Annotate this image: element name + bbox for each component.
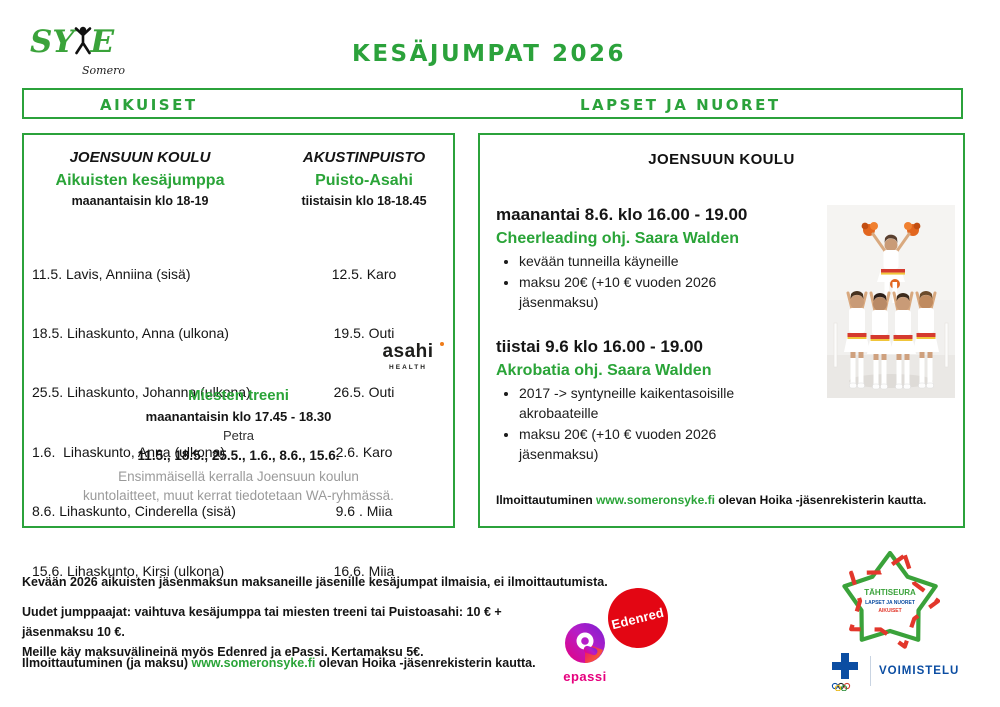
mens-training-dates: 11.5., 18.5., 25.5., 1.6., 8.6., 15.6. [137,448,340,463]
footer-paragraph-2: Uudet jumppaajat: vaihtuva kesäjumppa ta… [22,602,567,662]
kids-panel: JOENSUUN KOULU maanantai 8.6. klo 16.00 … [478,133,965,528]
somero-logo-text: Somero [82,64,125,77]
cheerleading-photo [827,205,955,398]
base-cheerleaders [844,291,939,390]
epassi-logo-text: epassi [563,669,607,684]
mens-note-line1: Ensimmäisellä kerralla Joensuun koulun [118,469,359,484]
mens-training-schedule: maanantaisin klo 17.45 - 18.30 [145,409,332,424]
tahtiseura-subtext-kids: LAPSET JA NUORET [865,600,915,606]
mens-training-title: Miesten treeni [188,387,289,404]
session-row: 25.5. Lihaskunto, Johanna (ulkona) [32,384,251,401]
adults-panel: JOENSUUN KOULU Aikuisten kesäjumppa maan… [22,133,455,579]
schedule-joensuu: maanantaisin klo 18-19 [71,194,209,208]
tahtiseura-text: TÄHTISEURA [864,588,916,597]
session-row: 18.5. Lihaskunto, Anna (ulkona) [32,324,229,341]
session-row: 2.6. Karo [335,443,393,460]
bullet-item: kevään tunneilla käyneille [519,251,781,272]
mens-note-line2: kuntolaitteet, muut kerrat tiedotetaan W… [83,488,394,503]
banner-label-adults: AIKUISET [100,96,198,114]
mens-training-note: Ensimmäisellä kerralla Joensuun koulun k… [24,467,453,505]
akustinpuisto-session-list: 12.5. Karo 19.5. Outi 26.5. Outi 2.6. Ka… [264,225,464,621]
star-outline-red [849,553,940,649]
akrobatia-title: Akrobatia ohj. Saara Walden [496,361,712,379]
banner-label-kids: LAPSET JA NUORET [580,96,781,114]
akrobatia-event: tiistai 9.6 klo 16.00 - 19.00 Akrobatia … [496,337,826,465]
epassi-logo: epassi [552,620,618,696]
someronsyke-link[interactable]: www.someronsyke.fi [596,493,715,507]
session-row: 19.5. Outi [333,324,395,341]
session-row: 15.6. Lihaskunto, Kirsi (ulkona) [32,562,225,579]
session-row: 9.6 . Miia [335,503,393,520]
page-title: KESÄJUMPAT 2026 [352,41,626,67]
footer-paragraph-2-line1: Uudet jumppaajat: vaihtuva kesäjumppa ta… [22,605,502,639]
voimistelu-divider [870,656,871,686]
kids-events: maanantai 8.6. klo 16.00 - 19.00 Cheerle… [496,205,826,465]
cheerleading-event: maanantai 8.6. klo 16.00 - 19.00 Cheerle… [496,205,826,313]
joensuu-session-list: 11.5. Lavis, Anniina (sisä) 18.5. Lihask… [32,225,282,621]
voimistelu-logo-text: VOIMISTELU [879,665,960,677]
syke-logo-text-left: SY [30,24,75,60]
asahi-orange-dot-icon [440,342,444,346]
adults-akustinpuisto-header: AKUSTINPUISTO Puisto-Asahi tiistaisin kl… [264,149,464,208]
session-row: 16.6. Miia [333,562,395,579]
session-row: 26.5. Outi [333,384,395,401]
venue-akustinpuisto: AKUSTINPUISTO [302,149,426,166]
session-row: 12.5. Karo [331,265,397,282]
epassi-e-icon [565,623,605,663]
session-row: 1.6. Lihaskunto, Anna (ulkona) [32,443,226,460]
akrobatia-bullet-list: 2017 -> syntyneille kaikentasoisille akr… [496,383,781,465]
asahi-health-text: HEALTH [389,364,427,371]
asahi-logo-text: asahi [382,341,434,362]
voimistelu-cross-icon [831,653,858,691]
footer-signup-suffix: olevan Hoika -jäsenrekisterin kautta. [315,656,536,670]
footer-signup-prefix: Ilmoittautuminen (ja maksu) [22,656,192,670]
someronsyke-link-footer[interactable]: www.someronsyke.fi [191,656,316,670]
bullet-item: 2017 -> syntyneille kaikentasoisille akr… [519,383,781,424]
signup-prefix: Ilmoittautuminen [496,493,596,507]
kids-signup-line: Ilmoittautuminen www.someronsyke.fi olev… [496,493,951,507]
bullet-item: maksu 20€ (+10 € vuoden 2026 jäsenmaksu) [519,424,781,465]
kids-venue-joensuun-koulu: JOENSUUN KOULU [648,151,795,168]
asahi-health-logo: asahi HEALTH [369,341,447,371]
program-puisto-asahi: Puisto-Asahi [315,172,413,189]
session-row: 11.5. Lavis, Anniina (sisä) [32,265,191,282]
bullet-item: maksu 20€ (+10 € vuoden 2026 jäsenmaksu) [519,272,781,313]
program-aikuisten-kesajumppa: Aikuisten kesäjumppa [55,172,225,189]
akrobatia-time: tiistai 9.6 klo 16.00 - 19.00 [496,336,703,356]
mens-training-instructor: Petra [222,428,255,443]
mens-training-section: Miesten treeni maanantaisin klo 17.45 - … [24,387,453,505]
adults-joensuu-header: JOENSUUN KOULU Aikuisten kesäjumppa maan… [26,149,254,208]
pompom-icons [861,222,921,236]
edenred-logo: Edenred [608,588,668,648]
jumping-person-icon [74,26,91,55]
tahtiseura-subtext-adults: AIKUISET [878,608,901,614]
footer-paragraph-1: Kevään 2026 aikuisten jäsenmaksun maksan… [22,575,608,589]
signup-suffix: olevan Hoika -jäsenrekisterin kautta. [714,493,927,507]
venue-joensuun-koulu: JOENSUUN KOULU [69,149,211,166]
cheerleading-time: maanantai 8.6. klo 16.00 - 19.00 [496,205,748,224]
edenred-logo-text: Edenred [610,604,666,632]
footer-paragraph-3: Ilmoittautuminen (ja maksu) www.somerons… [22,653,536,673]
schedule-akustinpuisto: tiistaisin klo 18-18.45 [301,194,427,208]
footer-paragraph-2-line2: Meille käy maksuvälineinä myös Edenred j… [22,645,424,659]
session-row: 8.6. Lihaskunto, Cinderella (sisä) [32,503,236,520]
syke-logo-text-right: E [90,24,115,60]
tahtiseura-logo: TÄHTISEURA LAPSET JA NUORET AIKUISET [842,551,940,649]
cheerleading-title: Cheerleading ohj. Saara Walden [496,230,740,247]
cheerleading-bullet-list: kevään tunneilla käyneille maksu 20€ (+1… [496,251,781,313]
category-banner: AIKUISET LAPSET JA NUORET [22,88,963,119]
syke-somero-logo: SY E Somero [30,26,160,86]
voimistelu-logo: VOIMISTELU [828,650,959,692]
